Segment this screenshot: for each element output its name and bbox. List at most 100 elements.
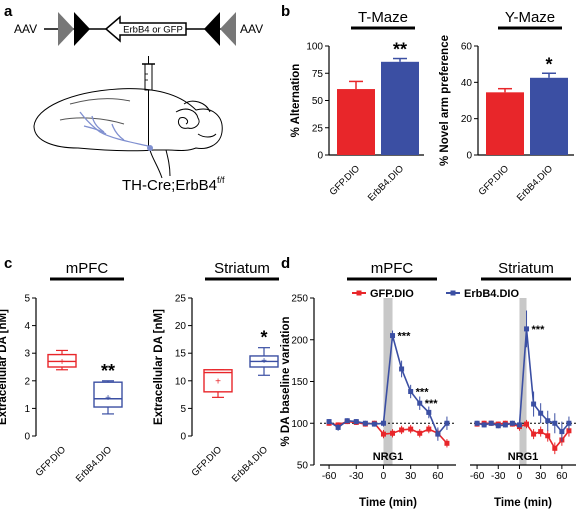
x-category-label: ErbB4.DIO: [74, 444, 114, 484]
lox-site-right-grey: [220, 12, 236, 46]
chart-title: Y-Maze: [505, 9, 555, 26]
x-tick-label: 0: [381, 471, 387, 482]
lox-site-left-black: [74, 12, 90, 46]
y-tick-label: 0: [24, 432, 30, 443]
x-category-label: GFP.DIO: [190, 444, 225, 479]
x-category-label: ErbB4.DIO: [515, 163, 555, 203]
tmaze-bar-chart: T-Maze 0 25 50 75 100 % Alternation ** GFP.DIO Er…: [290, 9, 424, 204]
data-point: [426, 426, 432, 432]
data-point: [353, 419, 359, 425]
data-point: [552, 420, 558, 426]
significance-annotation: ***: [416, 387, 430, 399]
legend-label: GFP.DIO: [370, 288, 414, 300]
data-point: [524, 326, 530, 332]
x-axis-label: Time (min): [359, 497, 417, 509]
lox-site-left-grey: [58, 12, 74, 46]
bar-GFP.DIO: [337, 89, 375, 155]
y-tick-label: 75: [312, 69, 324, 80]
y-axis-label: % Alternation: [290, 64, 302, 138]
stimulus-label: NRG1: [508, 451, 539, 463]
panel-label-a: a: [4, 3, 13, 20]
x-tick-label: 30: [535, 471, 547, 482]
brain-genotype-label: TH-Cre;ErbB4f/f: [122, 175, 225, 194]
data-point: [531, 401, 537, 407]
significance-marker: **: [101, 361, 115, 381]
timecourse-panel-Striatum: Striatum -60 -30 0 30 60 NRG1 Time (min) ***: [470, 260, 576, 509]
timecourse-line-chart: 50 100 150 200 250 % DA baseline variation GFP…: [280, 260, 576, 509]
x-tick-label: -60: [470, 471, 485, 482]
x-tick-label: 0: [517, 471, 523, 482]
y-tick-label: 250: [291, 294, 308, 305]
y-axis-label: Extracellular DA [nM]: [153, 309, 165, 425]
y-tick-label: 40: [461, 78, 473, 89]
significance-annotation: ***: [532, 324, 546, 336]
data-point: [566, 420, 572, 426]
data-point: [545, 433, 551, 439]
bar-GFP.DIO: [486, 92, 524, 155]
y-tick-label: 20: [175, 321, 187, 332]
data-point: [516, 422, 522, 428]
x-category-label: GFP.DIO: [477, 163, 512, 198]
x-tick-label: 30: [405, 471, 417, 482]
data-point: [417, 430, 423, 436]
y-axis-label: Extracellular DA [nM]: [0, 309, 9, 425]
gene-label: ErbB4 or GFP: [123, 25, 183, 36]
data-point: [495, 423, 501, 429]
y-tick-label: 10: [175, 376, 187, 387]
x-category-label: ErbB4.DIO: [230, 444, 270, 484]
data-point: [552, 445, 558, 451]
data-point: [481, 422, 487, 428]
panel-label-c: c: [4, 255, 12, 272]
ymaze-bar-chart: Y-Maze 0 20 40 60 % Novel arm preference * GFP.…: [439, 9, 574, 204]
y-tick-label: 5: [24, 294, 30, 305]
y-tick-label: 0: [466, 151, 472, 162]
data-point: [326, 419, 332, 425]
significance-marker: **: [393, 40, 407, 60]
data-point: [371, 421, 377, 427]
x-tick-label: -30: [349, 471, 364, 482]
x-tick-label: 60: [432, 471, 444, 482]
lox-site-right-black: [204, 12, 220, 46]
data-point: [390, 333, 396, 339]
panel-label-b: b: [281, 3, 290, 20]
data-point: [545, 418, 551, 424]
y-tick-label: 25: [175, 294, 187, 305]
panel-label-d: d: [281, 255, 290, 272]
data-point: [531, 431, 537, 437]
data-point: [335, 424, 341, 430]
y-tick-label: 150: [291, 377, 308, 388]
x-category-label: ErbB4.DIO: [366, 163, 406, 203]
mpfc-box-chart: mPFC 0 1 2 3 4 5 Extracellular DA [nM] + + ** GFP.D…: [0, 260, 124, 485]
data-point: [408, 426, 414, 432]
data-point: [426, 409, 432, 415]
chart-title: mPFC: [66, 260, 109, 277]
data-point: [566, 428, 572, 434]
y-tick-label: 60: [461, 42, 473, 53]
data-point: [362, 420, 368, 426]
data-point: [435, 431, 441, 437]
data-point: [344, 418, 350, 424]
legend-marker: [450, 290, 456, 296]
significance-annotation: ***: [398, 331, 412, 343]
y-tick-label: 0: [317, 151, 323, 162]
data-point: [417, 400, 423, 406]
data-point: [488, 420, 494, 426]
y-tick-label: 5: [180, 404, 186, 415]
data-point: [380, 431, 386, 437]
data-point: [444, 440, 450, 446]
x-category-label: GFP.DIO: [34, 444, 69, 479]
striatum-box-chart: Striatum 0 5 10 15 20 25 Extracellular DA [nM] +…: [153, 260, 279, 485]
box-mean-marker: +: [215, 376, 221, 387]
stimulus-label: NRG1: [373, 451, 404, 463]
significance-marker: *: [545, 54, 552, 74]
box-mean-marker: +: [105, 393, 111, 404]
x-tick-label: 60: [556, 471, 568, 482]
chart-title: Striatum: [498, 260, 554, 277]
syringe-icon: [142, 56, 155, 148]
data-point: [538, 429, 544, 435]
chart-title: T-Maze: [358, 9, 408, 26]
y-tick-label: 2: [24, 376, 30, 387]
y-tick-label: 4: [24, 321, 30, 332]
